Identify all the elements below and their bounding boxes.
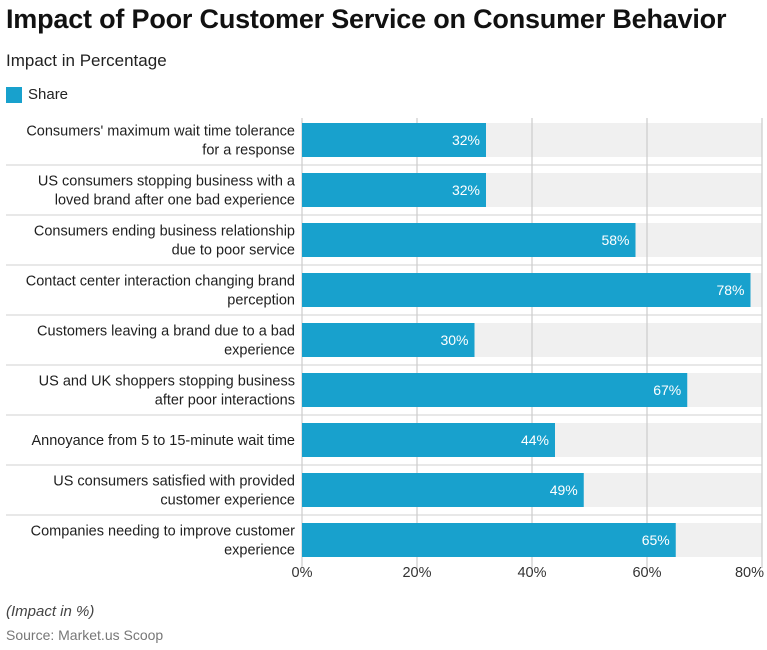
data-label: 32% <box>452 132 480 148</box>
bar <box>302 473 584 507</box>
category-label: experience <box>224 343 295 359</box>
category-label: Consumers' maximum wait time tolerance <box>26 124 295 140</box>
category-label: Consumers ending business relationship <box>34 224 295 240</box>
category-label: US consumers satisfied with provided <box>53 474 295 490</box>
category-label: experience <box>224 543 295 559</box>
data-label: 32% <box>452 182 480 198</box>
category-label: US consumers stopping business with a <box>38 174 296 190</box>
x-tick-label: 20% <box>402 565 431 581</box>
data-label: 67% <box>653 382 681 398</box>
bar <box>302 373 688 407</box>
data-label: 78% <box>716 282 744 298</box>
source-text: Source: Market.us Scoop <box>6 627 164 643</box>
bar <box>302 523 676 557</box>
data-label: 58% <box>601 232 629 248</box>
category-label: perception <box>227 293 295 309</box>
category-label: Customers leaving a brand due to a bad <box>37 324 295 340</box>
data-label: 44% <box>521 432 549 448</box>
data-label: 65% <box>642 532 670 548</box>
category-label: loved brand after one bad experience <box>55 193 295 209</box>
category-label: Contact center interaction changing bran… <box>26 274 295 290</box>
category-label: after poor interactions <box>155 393 295 409</box>
data-label: 49% <box>550 482 578 498</box>
bar <box>302 323 475 357</box>
bar <box>302 173 486 207</box>
bar <box>302 273 751 307</box>
category-label: Annoyance from 5 to 15-minute wait time <box>31 433 295 449</box>
category-label: US and UK shoppers stopping business <box>39 374 295 390</box>
legend-label: Share <box>28 86 69 103</box>
bar <box>302 423 555 457</box>
bar <box>302 123 486 157</box>
x-tick-label: 60% <box>632 565 661 581</box>
chart-title: Impact of Poor Customer Service on Consu… <box>6 4 727 34</box>
x-tick-label: 80% <box>735 565 764 581</box>
footnote: (Impact in %) <box>6 603 95 620</box>
legend-swatch <box>6 86 22 103</box>
category-label: Companies needing to improve customer <box>31 524 296 540</box>
data-label: 30% <box>440 332 468 348</box>
x-tick-label: 40% <box>517 565 546 581</box>
category-label: for a response <box>202 143 295 159</box>
category-label: due to poor service <box>172 243 295 259</box>
chart-subtitle: Impact in Percentage <box>6 51 167 70</box>
category-label: customer experience <box>160 493 295 509</box>
legend: Share <box>6 86 68 103</box>
x-tick-label: 0% <box>292 565 313 581</box>
bar <box>302 223 636 257</box>
